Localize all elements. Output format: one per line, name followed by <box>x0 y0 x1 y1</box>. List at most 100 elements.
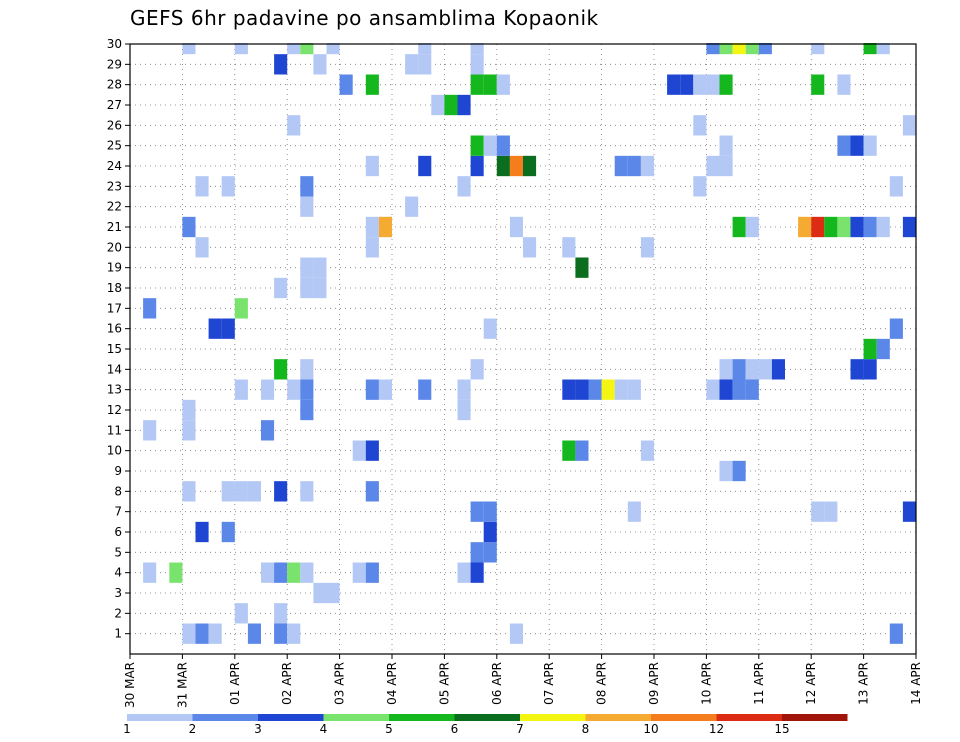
heatmap-cell <box>365 440 379 461</box>
heatmap-cell <box>365 481 379 502</box>
heatmap-cell <box>811 501 825 522</box>
heatmap-cell <box>182 216 196 238</box>
heatmap-cell <box>758 43 772 55</box>
y-tick-label: 29 <box>107 57 122 71</box>
heatmap-cell <box>719 460 733 482</box>
heatmap-cell <box>837 135 851 156</box>
heatmap-cell <box>902 115 916 136</box>
heatmap-cell <box>719 135 733 156</box>
heatmap-cell <box>876 338 890 360</box>
heatmap-cell <box>313 277 327 299</box>
heatmap-cell <box>719 379 733 400</box>
colorbar-swatch <box>454 714 520 721</box>
heatmap-cell <box>470 359 484 380</box>
y-tick-label: 10 <box>107 444 122 458</box>
heatmap-cell <box>300 176 314 197</box>
heatmap-cell <box>261 420 275 441</box>
heatmap-cell <box>300 277 314 299</box>
heatmap-cell <box>575 440 589 461</box>
heatmap-cell <box>850 216 864 238</box>
heatmap-cell <box>706 74 720 95</box>
y-tick-label: 30 <box>107 37 122 51</box>
heatmap-cell <box>627 155 641 177</box>
heatmap-cell <box>824 501 838 522</box>
heatmap-cell <box>247 623 261 644</box>
heatmap-cell <box>837 216 851 238</box>
heatmap-cell <box>627 379 641 400</box>
heatmap-cell <box>287 115 301 136</box>
heatmap-cell <box>863 338 877 360</box>
colorbar-swatch <box>585 714 651 721</box>
heatmap-cell <box>300 379 314 400</box>
heatmap-cell <box>247 481 261 502</box>
y-tick-label: 13 <box>107 383 122 397</box>
heatmap-cell <box>274 277 288 299</box>
heatmap-cell <box>261 379 275 400</box>
heatmap-cell <box>418 379 432 400</box>
y-tick-label: 16 <box>107 322 122 336</box>
heatmap-cell <box>274 562 288 583</box>
x-tick-label: 13 APR <box>857 662 871 705</box>
heatmap-cell <box>365 155 379 177</box>
y-tick-label: 9 <box>114 464 122 478</box>
x-tick-label: 10 APR <box>699 662 713 705</box>
heatmap-cell <box>418 155 432 177</box>
heatmap-cell <box>719 359 733 380</box>
heatmap-cell <box>182 481 196 502</box>
heatmap-cell <box>326 582 340 604</box>
colorbar-label: 2 <box>189 722 197 736</box>
heatmap-cell <box>719 155 733 177</box>
y-tick-label: 4 <box>114 566 122 580</box>
heatmap-cell <box>418 54 432 75</box>
colorbar-swatch <box>192 714 258 721</box>
heatmap-cell <box>732 216 746 238</box>
heatmap-cell <box>234 43 248 55</box>
heatmap-cell <box>287 379 301 400</box>
y-tick-label: 7 <box>114 505 122 519</box>
plot-frame <box>129 43 917 655</box>
heatmap-cell <box>195 623 209 644</box>
heatmap-cell <box>234 481 248 502</box>
x-tick-label: 12 APR <box>804 662 818 705</box>
heatmap-cell <box>444 94 458 116</box>
y-tick-label: 27 <box>107 98 122 112</box>
heatmap-cells <box>143 43 916 644</box>
heatmap-cell <box>457 562 471 583</box>
x-tick-label: 01 APR <box>228 662 242 705</box>
heatmap-cell <box>523 237 537 258</box>
heatmap-cell <box>483 135 497 156</box>
heatmap-cell <box>261 562 275 583</box>
heatmap-cell <box>470 135 484 156</box>
heatmap-cell <box>771 359 785 380</box>
colorbar-swatch <box>127 714 193 721</box>
y-tick-label: 3 <box>114 586 122 600</box>
y-tick-label: 2 <box>114 606 122 620</box>
heatmap-cell <box>274 359 288 380</box>
heatmap-cell <box>313 54 327 75</box>
y-tick-label: 25 <box>107 139 122 153</box>
heatmap-cell <box>208 623 222 644</box>
x-tick-label: 06 APR <box>490 662 504 705</box>
heatmap-cell <box>182 399 196 421</box>
y-tick-label: 26 <box>107 118 122 132</box>
heatmap-cell <box>431 94 445 116</box>
heatmap-cell <box>365 562 379 583</box>
heatmap-cell <box>745 216 759 238</box>
heatmap-cell <box>457 94 471 116</box>
heatmap-cell <box>693 74 707 95</box>
heatmap-cell <box>496 135 510 156</box>
heatmap-cell <box>758 359 772 380</box>
heatmap-cell <box>509 155 523 177</box>
heatmap-cell <box>483 521 497 543</box>
heatmap-cell <box>523 155 537 177</box>
heatmap-cell <box>352 562 366 583</box>
heatmap-cell <box>732 359 746 380</box>
y-tick-label: 6 <box>114 525 122 539</box>
heatmap-cell <box>863 216 877 238</box>
heatmap-cell <box>889 623 903 644</box>
heatmap-cell <box>483 74 497 95</box>
heatmap-cell <box>575 257 589 278</box>
heatmap-cell <box>575 379 589 400</box>
heatmap-cell <box>863 135 877 156</box>
heatmap-cell <box>182 420 196 441</box>
